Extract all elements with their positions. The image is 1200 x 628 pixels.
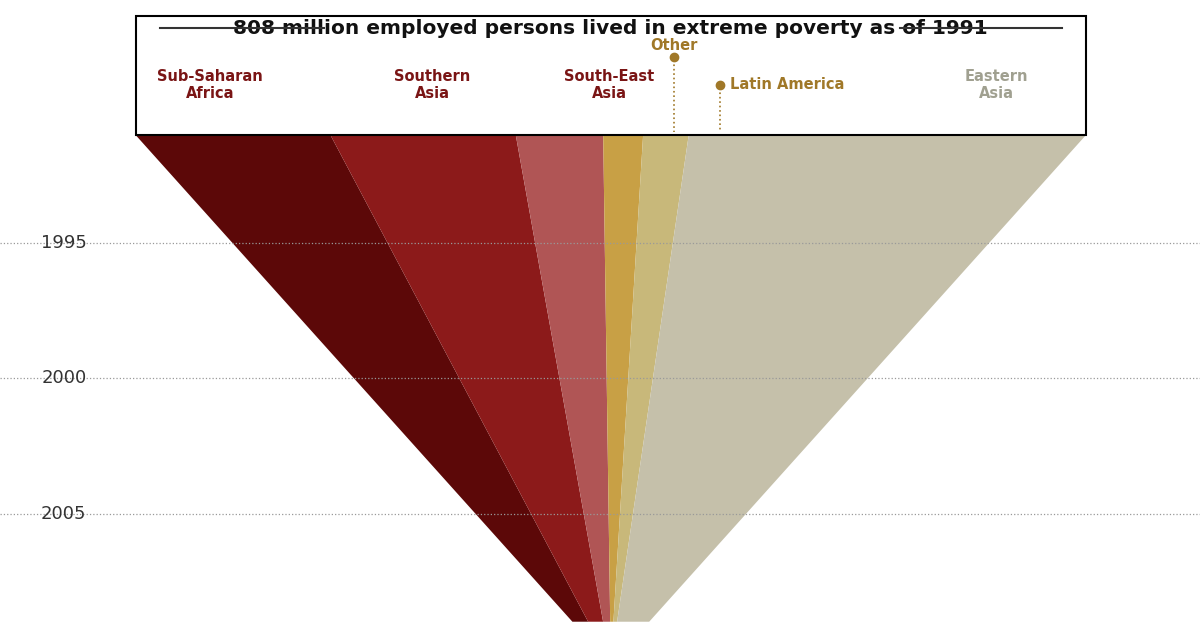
Text: 2005: 2005	[41, 504, 86, 522]
Polygon shape	[613, 135, 689, 622]
Polygon shape	[136, 135, 588, 622]
Polygon shape	[516, 135, 610, 622]
Text: 808 million employed persons lived in extreme poverty as of 1991: 808 million employed persons lived in ex…	[234, 19, 988, 38]
Polygon shape	[617, 135, 1086, 622]
Text: 1995: 1995	[41, 234, 86, 252]
Text: Southern
Asia: Southern Asia	[394, 68, 470, 101]
Text: Sub-Saharan
Africa: Sub-Saharan Africa	[157, 68, 263, 101]
FancyBboxPatch shape	[136, 16, 1086, 135]
Text: Other: Other	[650, 38, 698, 53]
Polygon shape	[604, 135, 643, 622]
Text: South-East
Asia: South-East Asia	[564, 68, 655, 101]
Polygon shape	[330, 135, 604, 622]
Text: Latin America: Latin America	[730, 77, 844, 92]
Text: 2000: 2000	[41, 369, 86, 387]
Text: Eastern
Asia: Eastern Asia	[965, 68, 1027, 101]
